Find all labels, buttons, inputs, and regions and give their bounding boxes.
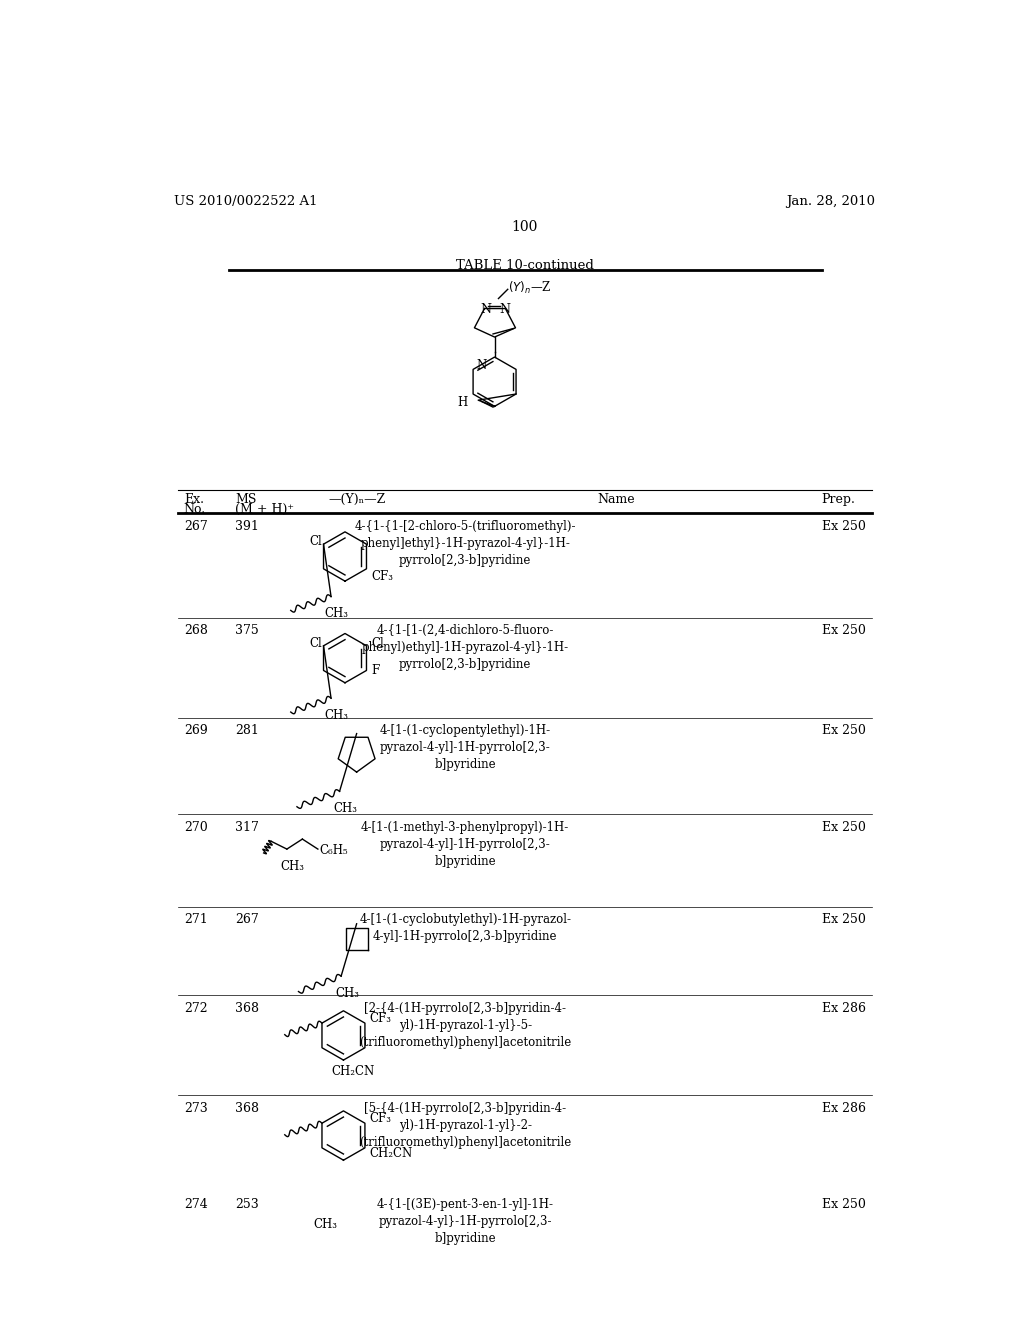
Text: Prep.: Prep. [821, 492, 855, 506]
Text: Ex 250: Ex 250 [821, 624, 865, 638]
Text: 4-{1-[(3E)-pent-3-en-1-yl]-1H-
pyrazol-4-yl}-1H-pyrrolo[2,3-
b]pyridine: 4-{1-[(3E)-pent-3-en-1-yl]-1H- pyrazol-4… [377, 1199, 554, 1245]
Text: 273: 273 [183, 1102, 208, 1114]
Text: 272: 272 [183, 1002, 208, 1015]
Text: CF₃: CF₃ [370, 1113, 392, 1126]
Text: Cl: Cl [309, 636, 323, 649]
Text: Cl: Cl [372, 636, 384, 649]
Text: [2-{4-(1H-pyrrolo[2,3-b]pyridin-4-
yl)-1H-pyrazol-1-yl}-5-
(trifluoromethyl)phen: [2-{4-(1H-pyrrolo[2,3-b]pyridin-4- yl)-1… [359, 1002, 571, 1048]
Text: CF₃: CF₃ [372, 570, 393, 583]
Text: Ex 250: Ex 250 [821, 725, 865, 738]
Text: Ex.: Ex. [183, 492, 204, 506]
Text: Ex 250: Ex 250 [821, 1199, 865, 1210]
Text: 4-{1-[1-(2,4-dichloro-5-fluoro-
phenyl)ethyl]-1H-pyrazol-4-yl}-1H-
pyrrolo[2,3-b: 4-{1-[1-(2,4-dichloro-5-fluoro- phenyl)e… [361, 624, 568, 672]
Text: F: F [372, 664, 380, 677]
Text: 271: 271 [183, 913, 208, 927]
Text: 274: 274 [183, 1199, 208, 1210]
Text: CH₂CN: CH₂CN [332, 1065, 375, 1077]
Text: 269: 269 [183, 725, 208, 738]
Text: 4-[1-(1-methyl-3-phenylpropyl)-1H-
pyrazol-4-yl]-1H-pyrrolo[2,3-
b]pyridine: 4-[1-(1-methyl-3-phenylpropyl)-1H- pyraz… [361, 821, 569, 867]
Text: —(Y)ₙ—Z: —(Y)ₙ—Z [328, 492, 385, 506]
Text: (M + H)⁺: (M + H)⁺ [234, 503, 294, 516]
Text: Cl: Cl [309, 535, 323, 548]
Text: 375: 375 [234, 624, 259, 638]
Text: 270: 270 [183, 821, 208, 834]
Text: 368: 368 [234, 1102, 259, 1114]
Text: Ex 250: Ex 250 [821, 520, 865, 533]
Text: Ex 250: Ex 250 [821, 913, 865, 927]
Text: CH₃: CH₃ [281, 859, 305, 873]
Text: CF₃: CF₃ [370, 1012, 392, 1026]
Text: 317: 317 [234, 821, 259, 834]
Text: 391: 391 [234, 520, 259, 533]
Text: CH₃: CH₃ [334, 803, 357, 816]
Text: TABLE 10-continued: TABLE 10-continued [456, 259, 594, 272]
Text: 100: 100 [512, 220, 538, 234]
Text: Jan. 28, 2010: Jan. 28, 2010 [786, 195, 876, 209]
Text: 4-[1-(1-cyclobutylethyl)-1H-pyrazol-
4-yl]-1H-pyrrolo[2,3-b]pyridine: 4-[1-(1-cyclobutylethyl)-1H-pyrazol- 4-y… [359, 913, 571, 942]
Text: CH₃: CH₃ [325, 607, 349, 620]
Text: $(Y)_n$—Z: $(Y)_n$—Z [508, 280, 551, 296]
Text: Ex 250: Ex 250 [821, 821, 865, 834]
Text: N: N [500, 304, 510, 317]
Text: 268: 268 [183, 624, 208, 638]
Text: US 2010/0022522 A1: US 2010/0022522 A1 [174, 195, 318, 209]
Text: [5-{4-(1H-pyrrolo[2,3-b]pyridin-4-
yl)-1H-pyrazol-1-yl}-2-
(trifluoromethyl)phen: [5-{4-(1H-pyrrolo[2,3-b]pyridin-4- yl)-1… [359, 1102, 571, 1148]
Text: H: H [457, 396, 467, 409]
Text: Ex 286: Ex 286 [821, 1102, 865, 1114]
Text: 4-[1-(1-cyclopentylethyl)-1H-
pyrazol-4-yl]-1H-pyrrolo[2,3-
b]pyridine: 4-[1-(1-cyclopentylethyl)-1H- pyrazol-4-… [380, 725, 551, 771]
Text: Ex 286: Ex 286 [821, 1002, 865, 1015]
Text: 368: 368 [234, 1002, 259, 1015]
Text: No.: No. [183, 503, 206, 516]
Text: 267: 267 [234, 913, 259, 927]
Text: MS: MS [234, 492, 256, 506]
Text: CH₃: CH₃ [325, 709, 349, 722]
Text: CH₃: CH₃ [313, 1218, 337, 1232]
Text: N: N [480, 304, 490, 317]
Text: 267: 267 [183, 520, 208, 533]
Text: 4-{1-{1-[2-chloro-5-(trifluoromethyl)-
phenyl]ethyl}-1H-pyrazol-4-yl}-1H-
pyrrol: 4-{1-{1-[2-chloro-5-(trifluoromethyl)- p… [354, 520, 575, 568]
Text: Name: Name [597, 492, 635, 506]
Text: 253: 253 [234, 1199, 259, 1210]
Text: CH₂CN: CH₂CN [370, 1147, 413, 1160]
Text: N: N [476, 359, 486, 372]
Text: 281: 281 [234, 725, 259, 738]
Text: C₆H₅: C₆H₅ [319, 845, 348, 858]
Text: CH₃: CH₃ [335, 987, 359, 1001]
